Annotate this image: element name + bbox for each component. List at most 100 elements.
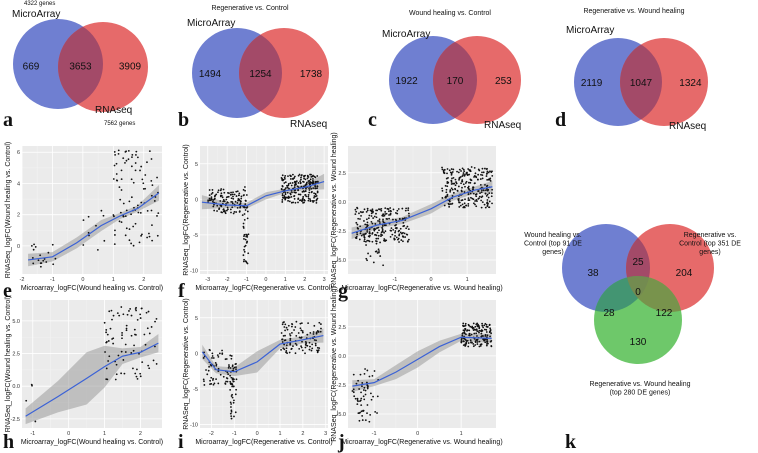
data-point xyxy=(375,209,378,212)
data-point xyxy=(303,177,305,180)
data-point xyxy=(308,182,310,184)
panel-letter-i: i xyxy=(178,431,184,453)
data-point xyxy=(312,178,314,180)
data-point xyxy=(151,224,153,227)
data-point xyxy=(313,339,316,341)
data-point xyxy=(122,313,125,316)
data-point xyxy=(390,210,392,213)
data-point xyxy=(156,215,158,217)
data-point xyxy=(305,187,307,190)
x-tick-label: -1 xyxy=(30,431,35,437)
data-point xyxy=(307,197,310,200)
data-point xyxy=(139,169,141,172)
venn3-set-label-line: Regenerative vs. xyxy=(684,232,737,239)
data-point xyxy=(208,197,211,200)
data-point xyxy=(469,339,472,342)
venn-title: Wound healing vs. Control xyxy=(409,10,491,17)
data-point xyxy=(312,201,315,203)
data-point xyxy=(458,177,461,180)
data-point xyxy=(310,187,313,190)
data-point xyxy=(315,331,318,334)
data-point xyxy=(311,343,314,346)
data-point xyxy=(397,238,399,241)
venn3-overlap-ac xyxy=(594,276,650,312)
data-point xyxy=(352,373,355,376)
data-point xyxy=(455,182,458,185)
data-point xyxy=(365,211,368,213)
data-point xyxy=(229,401,232,404)
data-point xyxy=(359,399,362,402)
data-point xyxy=(220,188,223,190)
data-point xyxy=(475,195,478,198)
data-point xyxy=(120,372,123,375)
data-point xyxy=(139,211,142,214)
data-point xyxy=(125,159,128,162)
data-point xyxy=(360,404,363,407)
data-point xyxy=(351,390,354,392)
data-point xyxy=(236,190,239,193)
data-point xyxy=(462,322,465,325)
data-point xyxy=(243,258,246,261)
data-point xyxy=(103,321,106,324)
data-point xyxy=(124,351,127,353)
data-point xyxy=(131,156,133,159)
y-tick-label: -5.0 xyxy=(337,412,346,418)
data-point xyxy=(284,174,287,177)
data-point xyxy=(367,235,370,238)
data-point xyxy=(491,202,493,205)
data-point xyxy=(144,343,147,346)
data-point xyxy=(230,403,233,405)
data-point xyxy=(47,251,50,254)
data-point xyxy=(125,209,128,212)
data-point xyxy=(461,180,464,183)
confidence-band xyxy=(201,173,325,210)
data-point xyxy=(114,234,116,236)
data-point xyxy=(234,393,237,396)
venn3-set-label-line: (top 280 DE genes) xyxy=(610,390,671,397)
data-point xyxy=(470,179,473,182)
data-point xyxy=(40,262,43,265)
data-point xyxy=(308,191,311,194)
data-point xyxy=(217,382,220,385)
data-point xyxy=(360,391,362,394)
data-point xyxy=(284,339,287,342)
data-point xyxy=(369,209,372,212)
data-point xyxy=(357,412,360,415)
data-point xyxy=(471,327,474,330)
data-point xyxy=(474,200,476,202)
data-point xyxy=(298,199,301,202)
x-tick-label: 1 xyxy=(460,431,463,437)
x-tick-label: 0 xyxy=(264,277,267,283)
data-point xyxy=(229,374,232,377)
data-point xyxy=(136,156,139,159)
data-point xyxy=(238,211,241,213)
loess-fit-line xyxy=(351,186,493,234)
data-point xyxy=(235,388,238,391)
data-point xyxy=(281,193,284,195)
data-point xyxy=(464,198,466,201)
data-point xyxy=(314,195,317,198)
data-point xyxy=(457,199,460,202)
data-point xyxy=(472,202,475,205)
data-point xyxy=(285,196,287,199)
data-point xyxy=(402,225,405,228)
data-point xyxy=(134,162,137,164)
data-point xyxy=(374,410,377,413)
data-point xyxy=(484,192,487,195)
data-point xyxy=(445,195,448,198)
data-point xyxy=(402,240,404,243)
data-point xyxy=(389,207,392,209)
data-point xyxy=(451,177,453,180)
venn-set-label-rnaseq: RNAseq xyxy=(484,120,521,131)
data-point xyxy=(320,327,322,330)
data-point xyxy=(115,162,118,165)
data-point xyxy=(290,331,293,334)
data-point xyxy=(485,323,488,326)
data-point xyxy=(469,325,472,328)
data-point xyxy=(372,261,375,264)
data-point xyxy=(221,353,224,355)
data-point xyxy=(105,341,108,344)
data-point xyxy=(284,198,287,201)
data-point xyxy=(482,326,485,329)
x-axis-label: Microarray_logFC(Regenerative vs. Wound … xyxy=(341,285,502,292)
